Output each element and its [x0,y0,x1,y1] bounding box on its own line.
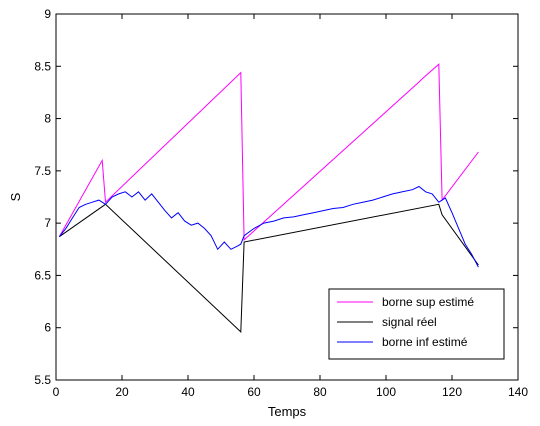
y-tick-label: 9 [44,7,51,21]
y-tick-label: 6.5 [34,268,51,282]
series-line-0 [58,63,479,242]
legend: borne sup estimé signal réel borne inf est… [328,288,505,360]
tick-marks [55,13,519,381]
x-axis-label: Temps [268,404,307,419]
x-tick-label: 80 [313,385,327,399]
y-tick-label: 7.5 [34,164,51,178]
legend-label-1: signal réel [382,315,437,329]
legend-label-2: borne inf estimé [382,335,468,349]
series-line-2 [58,185,479,268]
y-tick-label: 7 [44,216,51,230]
x-tick-label: 20 [115,385,129,399]
y-tick-label: 5.5 [34,373,51,387]
x-tick-label: 140 [508,385,528,399]
x-tick-label: 100 [376,385,396,399]
series-lines [58,63,479,334]
y-tick-label: 8 [44,112,51,126]
x-tick-label: 120 [442,385,462,399]
legend-box [328,288,505,360]
y-tick-label: 6 [44,321,51,335]
tick-labels: 0 20 40 60 80 100 120 140 5.5 6 6.5 7 7.5 8 8.5 9 [34,7,528,399]
x-tick-label: 60 [247,385,261,399]
x-tick-label: 40 [181,385,195,399]
legend-label-0: borne sup estimé [382,295,474,309]
y-axis-label: S [8,192,23,201]
y-tick-label: 8.5 [34,59,51,73]
x-tick-label: 0 [53,385,60,399]
